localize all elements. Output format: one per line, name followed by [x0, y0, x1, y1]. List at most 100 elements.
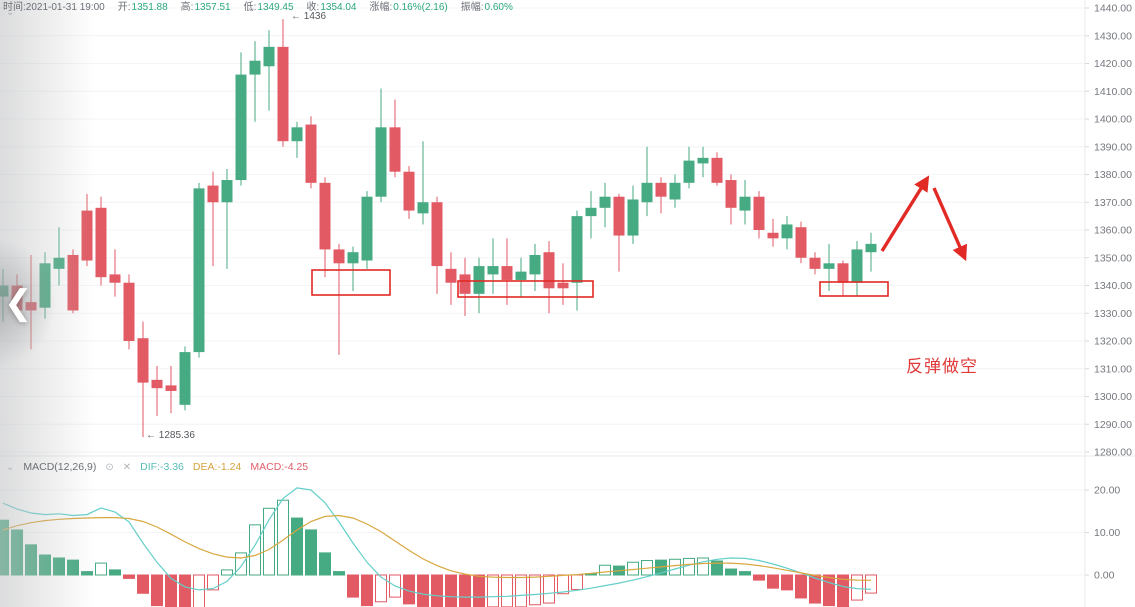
price-tick-label: 1300.00 — [1094, 391, 1132, 403]
gridlines — [0, 7, 1085, 576]
candle-body — [179, 352, 191, 405]
scroll-left-chevron-icon[interactable]: ❮ — [4, 284, 33, 322]
candle-body — [403, 171, 415, 211]
price-tick-label: 1280.00 — [1094, 447, 1132, 459]
candle-body — [557, 282, 569, 289]
macd-bar — [81, 571, 93, 576]
close-icon[interactable]: ✕ — [122, 462, 132, 473]
macd-bar — [277, 499, 289, 576]
macd-bar — [235, 552, 247, 576]
macd-bar — [571, 574, 583, 590]
candle-body — [137, 338, 149, 383]
macd-bar — [319, 552, 331, 576]
candle-body — [529, 254, 541, 275]
candle-body — [319, 182, 331, 250]
macd-bar — [123, 574, 135, 579]
signal-arrow[interactable] — [932, 187, 968, 262]
macd-bar — [459, 574, 471, 607]
change-field: 涨幅:0.16%(2.16) — [369, 2, 448, 13]
candle-body — [431, 202, 443, 267]
candle-body — [347, 252, 359, 264]
price-tick-label: 1390.00 — [1094, 141, 1132, 153]
macd-bar — [95, 562, 107, 576]
candle-body — [795, 227, 807, 258]
macd-indicator-bar: ⌄ MACD(12,26,9) ⊙ ✕ DIF:-3.36 DEA:-1.24 … — [6, 461, 308, 474]
macd-bar — [431, 574, 443, 607]
macd-bar — [151, 574, 163, 607]
macd-bar — [697, 557, 709, 576]
candle-body — [739, 196, 751, 211]
macd-bar — [753, 574, 765, 581]
candle-body — [165, 385, 177, 391]
price-tick-label: 1400.00 — [1094, 114, 1132, 126]
settings-icon[interactable]: ⊙ — [105, 462, 114, 473]
macd-value: MACD:-4.25 — [250, 461, 309, 473]
candle-body — [235, 74, 247, 181]
macd-bar — [417, 574, 429, 607]
candle-body — [193, 188, 205, 353]
macd-bar — [501, 574, 513, 607]
candle-body — [361, 196, 373, 261]
candle-body — [67, 254, 79, 311]
macd-bar — [711, 560, 723, 576]
price-tick-label: 1420.00 — [1094, 58, 1132, 70]
candle-body — [725, 180, 737, 208]
support-zone-rect[interactable] — [311, 269, 391, 296]
price-tick-label: 1360.00 — [1094, 225, 1132, 237]
high-field: 高:1357.51 — [180, 2, 231, 13]
macd-histogram — [0, 499, 877, 607]
macd-bar — [487, 574, 499, 607]
support-zone-rect[interactable] — [457, 280, 594, 298]
candle-body — [683, 160, 695, 183]
price-tick-label: 1290.00 — [1094, 419, 1132, 431]
chevron-down-icon[interactable]: ⌄ — [6, 7, 15, 18]
candle-body — [515, 271, 527, 280]
candle-body — [865, 243, 877, 253]
macd-bar — [67, 559, 79, 576]
macd-bar — [599, 564, 611, 576]
candle-body — [109, 274, 121, 283]
price-tick-label: 1330.00 — [1094, 308, 1132, 320]
candle-body — [459, 274, 471, 294]
macd-bar — [25, 544, 37, 576]
macd-bar — [333, 571, 345, 576]
macd-bar — [347, 574, 359, 598]
candle-body — [389, 127, 401, 172]
macd-tick-label: 0.00 — [1094, 570, 1115, 582]
candle-body — [95, 207, 107, 278]
macd-bar — [767, 574, 779, 589]
candle-body — [39, 263, 51, 308]
candle-body — [641, 182, 653, 203]
support-zone-rect[interactable] — [819, 281, 889, 297]
candle-body — [151, 379, 163, 389]
price-tick-label: 1340.00 — [1094, 280, 1132, 292]
candle-body — [445, 268, 457, 283]
drawn-annotations[interactable] — [311, 175, 968, 298]
price-axis[interactable]: 1440.00 1430.00 1420.00 1410.00 1400.00 1390.… — [1085, 3, 1132, 582]
signal-arrow[interactable] — [880, 175, 930, 252]
candle-body — [753, 196, 765, 230]
macd-tick-label: 10.00 — [1094, 527, 1120, 539]
macd-bar — [179, 574, 191, 607]
high-price-annotation: ← 1436 — [291, 11, 327, 22]
macd-bar — [515, 574, 527, 607]
macd-bar — [781, 574, 793, 591]
price-tick-label: 1430.00 — [1094, 30, 1132, 42]
chevron-down-icon[interactable]: ⌄ — [6, 462, 15, 473]
candle-body — [81, 210, 93, 261]
price-tick-label: 1410.00 — [1094, 86, 1132, 98]
candle-body — [207, 185, 219, 203]
candle-body — [501, 266, 513, 280]
macd-bar — [263, 507, 275, 576]
macd-bar — [795, 574, 807, 599]
low-price-annotation: ← 1285.36 — [146, 430, 195, 441]
price-tick-label: 1370.00 — [1094, 197, 1132, 209]
macd-bar — [375, 574, 387, 603]
close-field: 收:1354.04 — [306, 2, 357, 13]
macd-bar — [249, 524, 261, 576]
macd-bar — [473, 574, 485, 607]
macd-bar — [865, 574, 877, 594]
macd-bar — [193, 574, 205, 607]
short-signal-label: 反弹做空 — [906, 357, 978, 376]
